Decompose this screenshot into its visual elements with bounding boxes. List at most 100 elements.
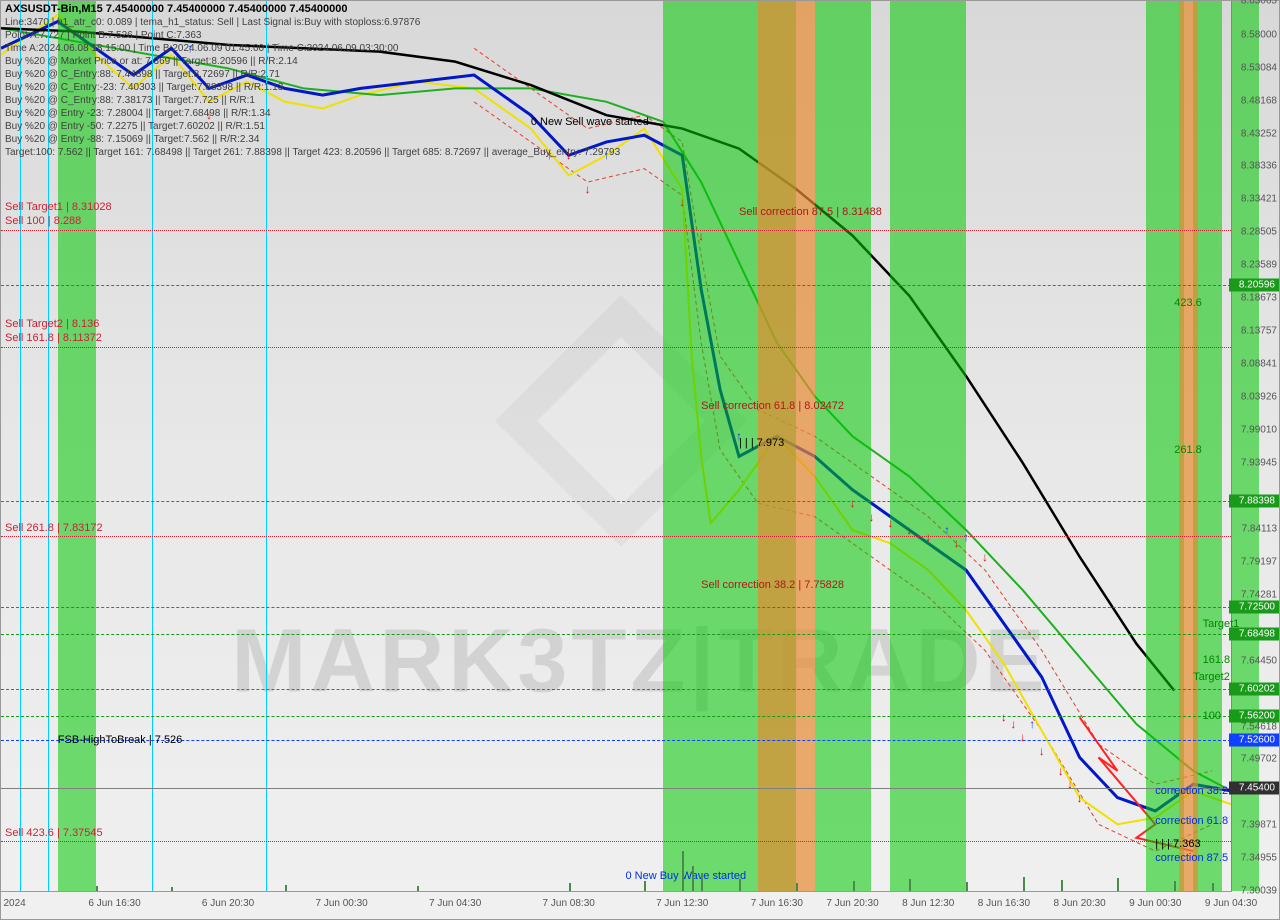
- y-tick: 8.53084: [1241, 62, 1277, 73]
- arrow-up-icon: [736, 429, 742, 443]
- price-tag: 7.56200: [1229, 709, 1279, 722]
- arrow-down-icon: [1039, 744, 1045, 758]
- annotation: 261.8: [1174, 444, 1202, 456]
- green-zone: [890, 1, 966, 891]
- sell-label: Sell 423.6 | 7.37545: [5, 827, 103, 839]
- x-tick: 6 Jun 2024: [0, 898, 26, 909]
- arrow-down-icon: [1001, 710, 1007, 724]
- x-tick: 9 Jun 00:30: [1129, 898, 1181, 909]
- hline: [1, 841, 1231, 842]
- arrow-down-icon: [1010, 717, 1016, 731]
- x-tick: 8 Jun 20:30: [1053, 898, 1105, 909]
- hline: [1, 607, 1231, 608]
- price-tag: 7.45400: [1229, 782, 1279, 795]
- price-tag: 7.72500: [1229, 600, 1279, 613]
- arrow-down-icon: [925, 530, 931, 544]
- price-tag: 7.52600: [1229, 734, 1279, 747]
- hline: [1, 716, 1231, 717]
- info-line: Buy %20 @ C_Entry:88: 7.44898 || Target:…: [5, 69, 280, 80]
- arrow-up-icon: [1171, 784, 1177, 798]
- x-tick: 8 Jun 12:30: [902, 898, 954, 909]
- arrow-up-icon: [1029, 717, 1035, 731]
- annotation: FSB-HighToBreak | 7.526: [58, 734, 183, 746]
- y-tick: 8.18673: [1241, 293, 1277, 304]
- x-tick: 7 Jun 04:30: [429, 898, 481, 909]
- info-line: Target:100: 7.562 || Target 161: 7.68498…: [5, 147, 620, 158]
- y-tick: 7.99010: [1241, 424, 1277, 435]
- volume-bar: [692, 866, 694, 891]
- price-tag: 7.88398: [1229, 494, 1279, 507]
- info-line: Buy %20 @ Entry -23: 7.28004 || Target:7…: [5, 108, 271, 119]
- arrow-down-icon: [698, 229, 704, 243]
- arrow-down-icon: [1020, 730, 1026, 744]
- y-tick: 7.64450: [1241, 655, 1277, 666]
- hline: [1, 347, 1231, 348]
- arrow-down-icon: [954, 536, 960, 550]
- chart-container: MARK3TZ|TRADE Line:3470 | h1_atr_c0: 0.0…: [0, 0, 1280, 920]
- info-line: Time A:2024.06.08 18:15:00 | Time B:2024…: [5, 43, 398, 54]
- hline: [1, 536, 1231, 537]
- annotation: correction 38.2: [1155, 785, 1228, 797]
- arrow-up-icon: [604, 148, 610, 162]
- x-tick: 6 Jun 20:30: [202, 898, 254, 909]
- price-tag: 7.60202: [1229, 683, 1279, 696]
- hline: [1, 740, 1231, 741]
- plot-area[interactable]: Line:3470 | h1_atr_c0: 0.089 | tema_h1_s…: [1, 1, 1232, 892]
- x-tick: 7 Jun 08:30: [543, 898, 595, 909]
- arrow-down-icon: [585, 182, 591, 196]
- x-axis: 6 Jun 2024 6 Jun 16:30 6 Jun 20:30 7 Jun 00…: [1, 889, 1231, 919]
- y-tick: 8.58000: [1241, 29, 1277, 40]
- hline: [1, 788, 1231, 789]
- arrow-down-icon: [868, 510, 874, 524]
- y-axis: 8.630658.580008.530848.481688.432528.383…: [1229, 1, 1279, 891]
- arrow-down-icon: [1077, 791, 1083, 805]
- info-line: Buy %20 @ C_Entry:-23: 7.40303 || Target…: [5, 82, 283, 93]
- y-tick: 8.08841: [1241, 358, 1277, 369]
- y-tick: 7.84113: [1242, 524, 1277, 535]
- y-tick: 8.63065: [1241, 0, 1277, 7]
- x-tick: 8 Jun 16:30: [978, 898, 1030, 909]
- y-tick: 7.30039: [1241, 886, 1277, 897]
- info-line: Line:3470 | h1_atr_c0: 0.089 | tema_h1_s…: [5, 17, 420, 28]
- arrow-down-icon: [887, 516, 893, 530]
- y-tick: 8.13757: [1241, 325, 1277, 336]
- x-tick: 7 Jun 12:30: [656, 898, 708, 909]
- annotation: | | | 7.973: [739, 437, 784, 449]
- arrow-down-icon: [206, 108, 212, 122]
- annotation: 100: [1203, 710, 1221, 722]
- price-tag: 8.20596: [1229, 279, 1279, 292]
- x-tick: 6 Jun 16:30: [88, 898, 140, 909]
- arrow-up-icon: [963, 530, 969, 544]
- sell-label: Sell 161.8 | 8.11372: [5, 332, 102, 344]
- hline: [1, 230, 1231, 231]
- x-tick: 7 Jun 00:30: [315, 898, 367, 909]
- y-tick: 7.34955: [1241, 853, 1277, 864]
- annotation: 161.8: [1203, 654, 1231, 666]
- info-line: Buy %20 @ C_Entry:88: 7.38173 || Target:…: [5, 95, 255, 106]
- y-tick: 8.48168: [1241, 95, 1277, 106]
- y-tick: 7.93945: [1241, 458, 1277, 469]
- volume-bar: [682, 851, 684, 891]
- annotation: Target2: [1193, 671, 1230, 683]
- info-line: Point A:7.727 | Point B:7.526 | Point C:…: [5, 30, 201, 41]
- sell-label: Sell Target1 | 8.31028: [5, 201, 112, 213]
- price-tag: 7.68498: [1229, 627, 1279, 640]
- y-tick: 8.38336: [1241, 161, 1277, 172]
- annotation: | | | 7.363: [1155, 838, 1200, 850]
- y-tick: 8.23589: [1241, 260, 1277, 271]
- y-tick: 8.03926: [1241, 391, 1277, 402]
- x-tick: 9 Jun 04:30: [1205, 898, 1257, 909]
- arrow-down-icon: [566, 148, 572, 162]
- cyan-vline: [266, 1, 267, 891]
- y-tick: 8.28505: [1241, 227, 1277, 238]
- arrow-down-icon: [982, 550, 988, 564]
- annotation: 423.6: [1174, 297, 1202, 309]
- annotation: correction 87.5: [1155, 852, 1228, 864]
- arrow-up-icon: [547, 148, 553, 162]
- annotation: Sell correction 61.8 | 8.02472: [701, 400, 844, 412]
- sell-label: Sell Target2 | 8.136: [5, 318, 99, 330]
- annotation: correction 61.8: [1155, 815, 1228, 827]
- y-tick: 7.79197: [1241, 557, 1277, 568]
- green-zone: [815, 1, 872, 891]
- y-tick: 7.74281: [1241, 590, 1277, 601]
